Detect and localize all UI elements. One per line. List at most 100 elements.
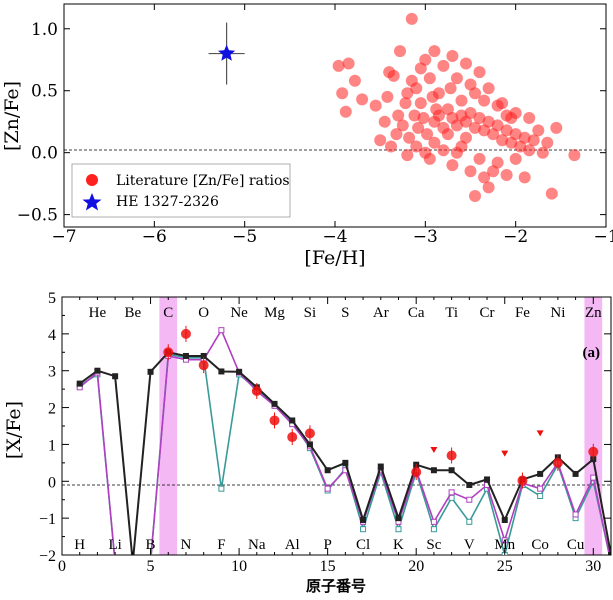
- observed-point: [269, 415, 280, 426]
- he1327-star-point: [218, 44, 236, 61]
- literature-point: [487, 165, 500, 178]
- bottom-y-tick-label: 2: [48, 401, 56, 418]
- model-black-marker: [289, 417, 296, 424]
- literature-point: [428, 136, 441, 149]
- bottom-x-tick-label: 25: [497, 558, 513, 575]
- literature-point: [550, 121, 563, 134]
- literature-point: [383, 66, 396, 79]
- model-teal-marker: [537, 493, 544, 500]
- literature-point: [482, 181, 495, 194]
- element-label: Ca: [408, 305, 425, 321]
- literature-point: [432, 109, 445, 122]
- literature-point: [408, 109, 421, 122]
- model-black-marker: [501, 516, 508, 523]
- element-label: Co: [531, 537, 549, 553]
- literature-point: [491, 119, 504, 132]
- model-teal-marker: [395, 526, 402, 533]
- literature-point: [482, 115, 495, 128]
- upper-limit-marker: [501, 450, 509, 457]
- literature-point: [336, 87, 349, 100]
- literature-point: [523, 144, 536, 157]
- observed-point: [304, 428, 315, 439]
- literature-point: [518, 171, 531, 184]
- model-magenta-marker: [113, 560, 118, 565]
- literature-point: [527, 134, 540, 147]
- bottom-x-tick-label: 10: [231, 558, 247, 575]
- element-label: Sc: [426, 537, 441, 553]
- element-label: Ne: [230, 305, 248, 321]
- literature-point: [523, 112, 536, 124]
- model-magenta-marker: [430, 518, 437, 525]
- literature-point: [482, 82, 495, 95]
- literature-point: [545, 187, 558, 200]
- upper-limit-marker: [430, 446, 438, 453]
- model-magenta-marker: [501, 537, 508, 544]
- element-label: B: [146, 537, 156, 553]
- literature-point: [432, 87, 445, 100]
- bottom-x-tick-label: 30: [585, 558, 601, 575]
- element-label: Si: [304, 305, 317, 321]
- literature-point: [536, 146, 549, 159]
- model-teal-marker: [130, 560, 135, 565]
- element-label: P: [323, 537, 331, 553]
- model-black-marker: [306, 441, 313, 448]
- literature-point: [473, 66, 486, 79]
- model-magenta-marker: [466, 496, 473, 503]
- observed-point: [411, 467, 422, 478]
- element-label: S: [341, 305, 349, 321]
- model-magenta-marker: [448, 489, 455, 496]
- literature-point: [455, 94, 468, 107]
- top-y-ticks: −0.5 0.0 0.5 1.0: [17, 20, 606, 226]
- observed-point: [588, 446, 599, 457]
- model-black-marker: [112, 373, 119, 380]
- model-magenta-marker: [609, 560, 613, 565]
- observed-point: [251, 385, 262, 396]
- bottom-x-tick-label: 0: [58, 558, 66, 575]
- model-black-marker: [76, 380, 83, 387]
- model-black-marker: [271, 400, 278, 407]
- bottom-x-tick-label: 15: [320, 558, 336, 575]
- top-x-tick-label: −7: [51, 227, 76, 247]
- literature-point: [428, 45, 441, 58]
- element-label: Zn: [585, 305, 602, 321]
- literature-point: [446, 159, 459, 172]
- top-y-axis-label: [Zn/Fe]: [1, 81, 23, 151]
- model-black-marker: [466, 481, 473, 488]
- model-black-marker: [537, 470, 544, 477]
- observed-points: [163, 325, 599, 489]
- model-black-marker: [342, 459, 349, 466]
- literature-point: [392, 109, 405, 122]
- top-legend: Literature [Zn/Fe] ratios HE 1327-2326: [71, 163, 291, 218]
- top-y-tick-label: 1.0: [31, 20, 58, 40]
- element-label: Cl: [356, 537, 370, 553]
- model-lines: [76, 327, 613, 565]
- literature-point: [441, 128, 454, 141]
- model-teal-marker: [218, 485, 225, 492]
- top-star-marker: [208, 22, 245, 85]
- bottom-y-axis-label: [X/Fe]: [3, 401, 25, 459]
- bottom-x-ticks: 0 5 10 15 20 25 30: [58, 297, 612, 575]
- literature-point: [460, 57, 472, 70]
- upper-limit-marker: [536, 430, 544, 437]
- top-x-tick-label: −4: [322, 227, 347, 247]
- literature-point: [401, 149, 414, 162]
- literature-point: [509, 128, 522, 141]
- literature-point: [469, 87, 481, 100]
- model-teal-marker: [466, 518, 473, 525]
- element-label: F: [217, 537, 225, 553]
- literature-point: [478, 94, 491, 107]
- element-label: Cr: [480, 305, 495, 321]
- literature-point: [541, 136, 554, 149]
- legend-label-he1327: HE 1327-2326: [116, 194, 219, 210]
- bottom-y-tick-label: 0: [48, 474, 56, 491]
- element-label: Be: [125, 305, 142, 321]
- element-label: V: [464, 537, 475, 553]
- element-label: C: [163, 305, 173, 321]
- literature-point: [450, 72, 463, 85]
- observed-point: [517, 475, 528, 486]
- top-x-tick-label: −2: [503, 227, 528, 247]
- model-teal-marker: [113, 560, 118, 565]
- bottom-x-tick-label: 20: [408, 558, 424, 575]
- bottom-plot-frame: [61, 296, 612, 556]
- highlight-band: [584, 297, 603, 555]
